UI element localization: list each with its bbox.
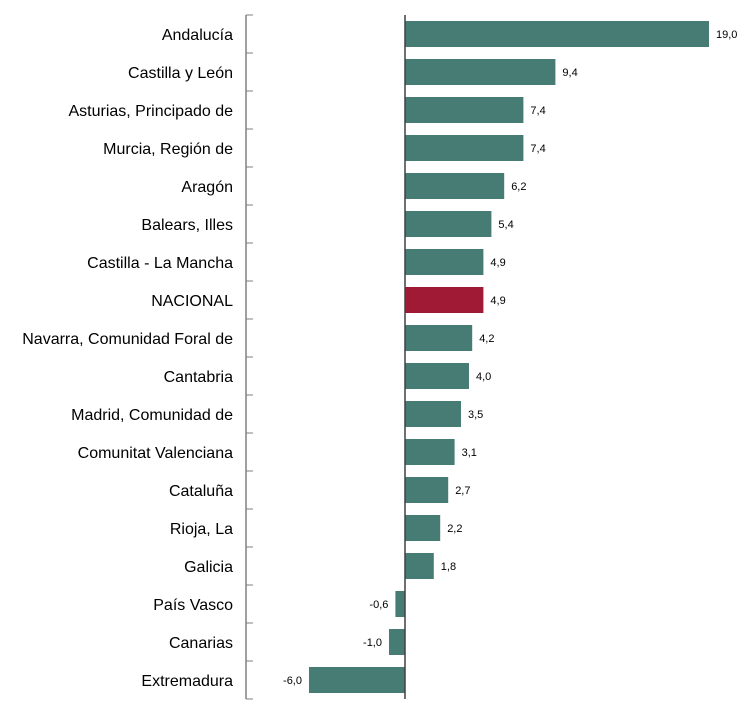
bar xyxy=(389,629,405,655)
bar xyxy=(405,211,492,237)
value-label: 6,2 xyxy=(511,181,526,193)
value-label: 1,8 xyxy=(441,561,456,573)
bar xyxy=(405,553,434,579)
bar xyxy=(405,97,524,123)
category-label: Murcia, Región de xyxy=(103,141,233,158)
bar xyxy=(405,439,455,465)
category-label: Aragón xyxy=(181,179,233,196)
bars-group xyxy=(309,21,709,693)
category-label: Asturias, Principado de xyxy=(68,103,233,120)
category-label: Rioja, La xyxy=(170,521,233,538)
category-label: Galicia xyxy=(184,559,233,576)
bar xyxy=(405,287,484,313)
category-label: Andalucía xyxy=(162,27,233,44)
category-label: Comunitat Valenciana xyxy=(78,445,233,462)
value-label: 4,9 xyxy=(490,257,505,269)
bar xyxy=(405,477,449,503)
value-label: 4,9 xyxy=(490,295,505,307)
bar xyxy=(405,249,484,275)
category-labels: Andalucía Castilla y León Asturias, Princi… xyxy=(22,27,233,690)
bar xyxy=(405,325,473,351)
category-label: Canarias xyxy=(169,635,233,652)
bar xyxy=(395,591,405,617)
value-label: 19,0 xyxy=(716,29,737,41)
value-label: 9,4 xyxy=(562,67,577,79)
value-label: 5,4 xyxy=(498,219,513,231)
value-label: 7,4 xyxy=(530,105,545,117)
category-label: Cantabria xyxy=(164,369,233,386)
value-labels: 19,0 9,4 7,4 7,4 6,2 5,4 4,9 4,9 4,2 4,0 3,5 3,1 2,7… xyxy=(283,29,737,687)
category-label: Extremadura xyxy=(141,673,233,690)
value-label: 4,0 xyxy=(476,371,491,383)
value-label: -1,0 xyxy=(363,637,382,649)
category-label: Navarra, Comunidad Foral de xyxy=(22,331,233,348)
value-label: 2,7 xyxy=(455,485,470,497)
category-label: Balears, Illes xyxy=(141,217,233,234)
category-label: Cataluña xyxy=(169,483,233,500)
category-label: NACIONAL xyxy=(151,293,233,310)
category-label: Castilla y León xyxy=(128,65,233,82)
value-label: 2,2 xyxy=(447,523,462,535)
value-label: 3,1 xyxy=(462,447,477,459)
bar xyxy=(405,59,556,85)
category-label: Castilla - La Mancha xyxy=(87,255,233,272)
bar xyxy=(405,135,524,161)
value-label: 7,4 xyxy=(530,143,545,155)
category-axis xyxy=(245,14,253,700)
category-label: País Vasco xyxy=(153,597,233,614)
bar xyxy=(405,515,441,541)
category-label: Madrid, Comunidad de xyxy=(71,407,233,424)
bar xyxy=(405,401,461,427)
value-label: -6,0 xyxy=(283,675,302,687)
bar xyxy=(405,21,709,47)
bar xyxy=(405,363,469,389)
bar xyxy=(405,173,505,199)
value-label: 4,2 xyxy=(479,333,494,345)
value-label: 3,5 xyxy=(468,409,483,421)
value-label: -0,6 xyxy=(369,599,388,611)
bar xyxy=(309,667,405,693)
